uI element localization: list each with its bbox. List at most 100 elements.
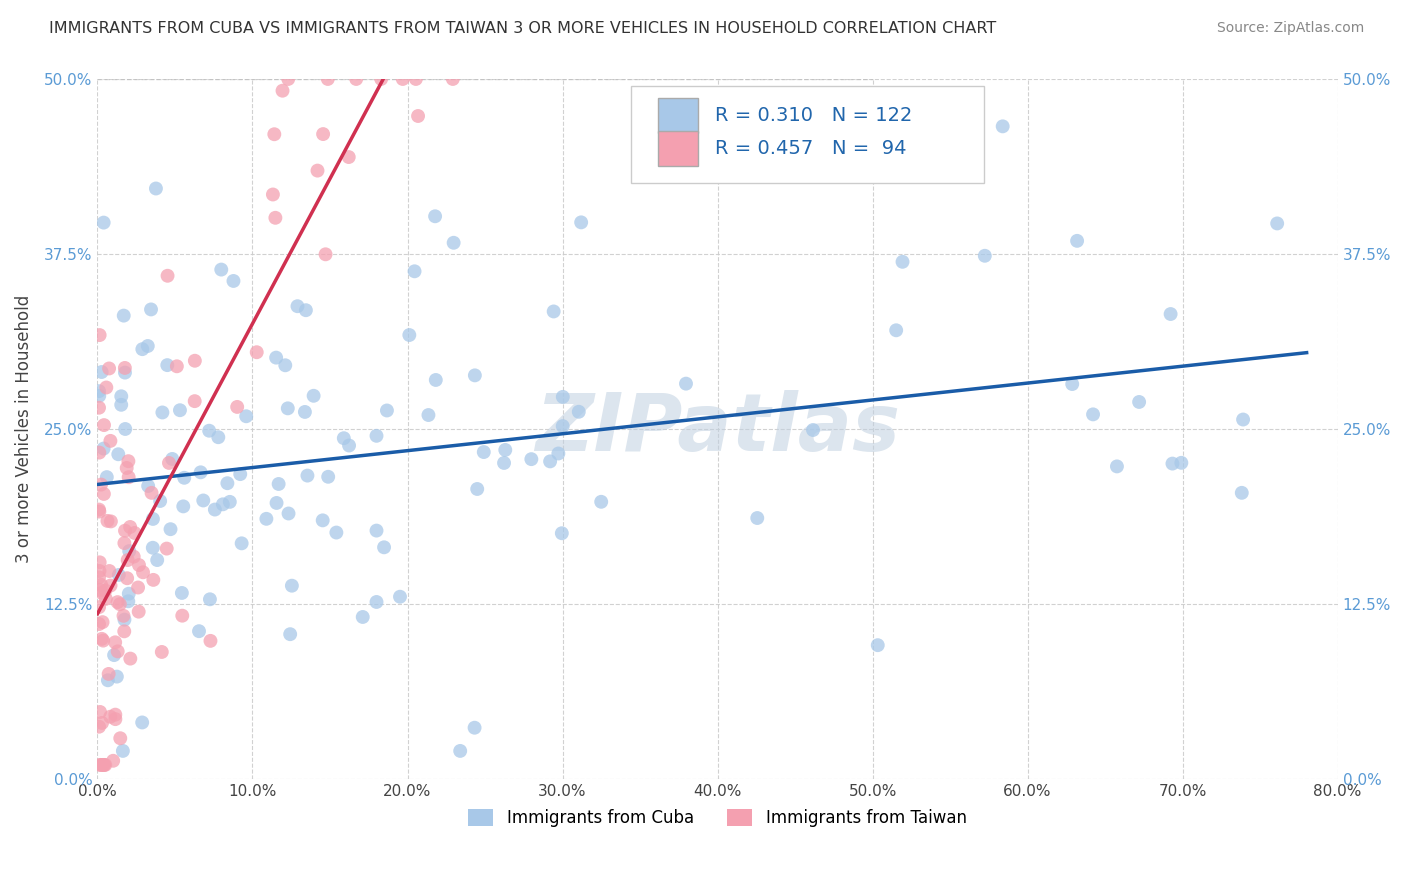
Point: [884, 323, 907, 337]
Y-axis label: 3 or more Vehicles in Household: 3 or more Vehicles in Household: [15, 295, 32, 563]
Point: [87, 720, 110, 734]
Point: [94, 583, 117, 598]
Point: [89, 505, 111, 519]
Point: [90, 758, 112, 772]
Point: [93, 487, 115, 501]
Point: [973, 249, 995, 263]
Point: [307, 163, 329, 178]
Point: [264, 211, 287, 225]
Point: [464, 721, 486, 735]
Point: [115, 461, 138, 475]
Point: [166, 359, 188, 374]
Point: [218, 495, 240, 509]
Point: [277, 72, 299, 87]
Point: [104, 712, 127, 726]
Point: [87, 600, 110, 615]
Point: [142, 512, 165, 526]
Point: [1265, 216, 1288, 230]
Point: [198, 592, 221, 607]
Point: [108, 597, 131, 611]
Point: [114, 366, 136, 380]
Point: [991, 120, 1014, 134]
Point: [200, 633, 222, 648]
Point: [114, 422, 136, 436]
Point: [246, 345, 269, 359]
Point: [91, 586, 114, 600]
Point: [492, 456, 515, 470]
Point: [105, 670, 128, 684]
Text: ZIPatlas: ZIPatlas: [536, 390, 900, 468]
Point: [271, 84, 294, 98]
Point: [156, 268, 179, 283]
Point: [449, 744, 471, 758]
Point: [266, 496, 288, 510]
Point: [98, 564, 121, 578]
Point: [128, 558, 150, 572]
Text: R = 0.310   N = 122: R = 0.310 N = 122: [716, 106, 912, 125]
Point: [370, 72, 392, 87]
Point: [423, 209, 446, 223]
Point: [117, 594, 139, 608]
Point: [891, 255, 914, 269]
Point: [281, 579, 304, 593]
Point: [104, 707, 127, 722]
Point: [114, 360, 136, 375]
Point: [90, 365, 112, 379]
Point: [398, 328, 420, 343]
Point: [866, 638, 889, 652]
Point: [1170, 456, 1192, 470]
Point: [162, 452, 184, 467]
Point: [93, 758, 115, 772]
Point: [96, 380, 118, 394]
Point: [96, 470, 118, 484]
Point: [267, 477, 290, 491]
Point: [173, 471, 195, 485]
Point: [110, 398, 132, 412]
Point: [107, 644, 129, 658]
Point: [747, 511, 769, 525]
Point: [337, 438, 360, 452]
Point: [107, 595, 129, 609]
Point: [91, 758, 114, 772]
Point: [568, 405, 591, 419]
Point: [1062, 377, 1084, 392]
FancyBboxPatch shape: [658, 131, 697, 167]
Point: [520, 452, 543, 467]
Point: [124, 526, 146, 541]
Point: [90, 578, 112, 592]
Point: [375, 403, 398, 417]
Point: [212, 497, 235, 511]
Point: [139, 302, 162, 317]
Point: [226, 400, 249, 414]
Point: [547, 446, 569, 460]
Point: [169, 403, 191, 417]
Point: [264, 351, 287, 365]
Point: [89, 445, 111, 459]
Text: R = 0.457   N =  94: R = 0.457 N = 94: [716, 139, 907, 159]
Point: [231, 536, 253, 550]
Point: [172, 608, 194, 623]
Point: [801, 423, 824, 437]
Point: [217, 476, 239, 491]
Point: [100, 434, 122, 448]
Point: [344, 72, 367, 87]
Legend: Immigrants from Cuba, Immigrants from Taiwan: Immigrants from Cuba, Immigrants from Ta…: [461, 802, 973, 834]
Point: [100, 515, 122, 529]
Point: [93, 418, 115, 433]
Point: [131, 342, 153, 356]
Point: [89, 328, 111, 343]
Point: [114, 524, 136, 538]
Point: [1066, 234, 1088, 248]
Point: [89, 564, 111, 578]
Point: [418, 408, 440, 422]
Point: [1128, 395, 1150, 409]
Point: [263, 127, 285, 141]
Point: [1105, 459, 1128, 474]
Point: [97, 667, 120, 681]
Point: [94, 758, 117, 772]
Point: [190, 466, 212, 480]
Point: [87, 617, 110, 632]
Point: [1230, 485, 1253, 500]
Point: [366, 595, 388, 609]
Point: [103, 648, 125, 662]
